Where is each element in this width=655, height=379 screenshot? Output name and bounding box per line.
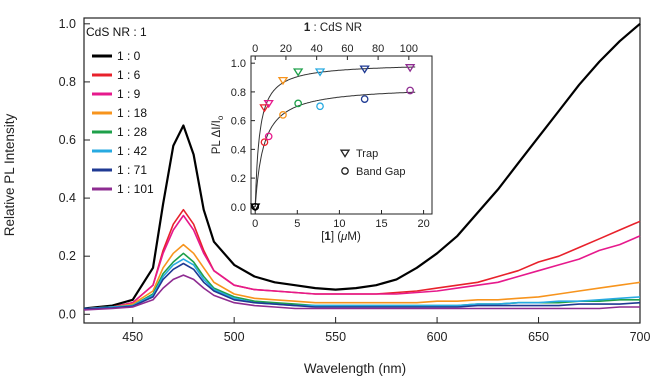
legend-title-text: CdS NR : 1 [86, 25, 147, 39]
inset-point-trap [292, 68, 304, 77]
inset-y-title-sub: o [216, 115, 225, 120]
series-line-1-42 [83, 258, 641, 310]
inset-point-band-gap [260, 138, 269, 147]
inset-y-tick-label: 0.4 [231, 144, 246, 156]
inset-y-title-main: PL ΔI/I [211, 120, 223, 154]
inset-top-axis-title: 1 : CdS NR [304, 22, 362, 34]
inset-x-tick-label: 20 [417, 218, 429, 230]
inset-plot-frame [250, 55, 433, 215]
legend: CdS NR : 1 1 : 0 1 : 6 1 : 9 1 : 18 1 : 28 1 … [86, 25, 154, 196]
inset-x-tick-label: 0 [252, 218, 258, 230]
inset-point-trap [277, 76, 289, 86]
inset-top-axis-title-rest: : CdS NR [310, 22, 362, 34]
main-x-tick-label: 600 [427, 330, 448, 344]
inset-x-axis-title: [1] (μM) [321, 231, 361, 243]
main-y-tick-label: 0.6 [59, 133, 76, 147]
inset-y-tick-label: 0.8 [231, 87, 246, 99]
inset-point-band-gap [316, 102, 324, 111]
inset-x-title-prefix: [ [321, 231, 325, 243]
inset-band-gap-fit [254, 91, 416, 207]
inset-fit-curves [254, 66, 416, 207]
inset-trap-fit [254, 66, 416, 207]
main-y-tick-label: 0.4 [59, 191, 76, 205]
inset-x-tick-label: 15 [375, 218, 387, 230]
inset-top-tick-label: 60 [341, 43, 353, 55]
main-plot-frame [83, 17, 641, 324]
inset-point-band-gap [294, 99, 302, 108]
main-y-tick-label: 1.0 [59, 17, 76, 31]
inset-point-trap [314, 68, 326, 77]
series-line-1-9 [83, 214, 641, 310]
legend-label-1-28: 1 : 28 [117, 125, 147, 139]
inset-y-tick-label: 1.0 [231, 58, 246, 70]
inset-axis-ticks: 0 5 10 15 20 0.0 0.2 0.4 0.6 0.8 1.0 0 20 40 60 80 100 [231, 43, 430, 230]
inset-y-axis-title: PL ΔI/Io [211, 115, 225, 154]
inset-point-band-gap [264, 132, 273, 141]
inset-data-points [250, 64, 416, 212]
inset-y-tick-label: 0.6 [231, 116, 246, 128]
legend-label-1-71: 1 : 71 [117, 163, 147, 177]
series-line-1-101 [83, 274, 640, 311]
main-x-tick-label: 700 [630, 330, 651, 344]
inset-legend-marker-trap [339, 149, 351, 158]
inset-top-tick-label: 20 [280, 43, 292, 55]
series-line-1-0 [83, 22, 641, 310]
inset-legend: Trap Band Gap [339, 148, 406, 178]
main-series-lines [83, 22, 641, 311]
inset-point-band-gap [279, 111, 287, 119]
main-x-tick-label: 550 [325, 330, 346, 344]
inset-x-title-bold: 1 [324, 231, 331, 243]
inset-x-title-unit-rest: M) [347, 231, 361, 243]
legend-title: CdS NR : 1 [86, 25, 147, 39]
inset-legend-label-band-gap: Band Gap [356, 166, 406, 178]
main-x-tick-label: 500 [224, 330, 245, 344]
inset-top-tick-label: 40 [311, 43, 323, 55]
legend-label-1-101: 1 : 101 [117, 182, 154, 196]
inset-point-band-gap [406, 86, 414, 95]
main-y-axis-title: Relative PL Intensity [2, 113, 17, 236]
inset-x-title-unit-greek: μ [340, 231, 348, 243]
inset-top-tick-label: 100 [400, 43, 418, 55]
series-line-1-18 [83, 243, 641, 310]
inset-x-tick-label: 10 [333, 218, 345, 230]
inset-top-tick-label: 0 [252, 43, 258, 55]
main-y-tick-label: 0.2 [59, 249, 76, 263]
main-x-tick-label: 450 [122, 330, 143, 344]
main-x-tick-label: 650 [528, 330, 549, 344]
legend-label-1-0: 1 : 0 [117, 49, 141, 63]
legend-label-1-42: 1 : 42 [117, 144, 147, 158]
inset-legend-marker-band-gap [341, 167, 349, 175]
inset-point-trap [259, 104, 270, 113]
inset-y-tick-label: 0.2 [231, 173, 246, 185]
inset-legend-label-trap: Trap [356, 148, 378, 160]
legend-label-1-6: 1 : 6 [117, 68, 141, 82]
main-y-tick-label: 0.0 [59, 307, 76, 321]
inset-point-trap [359, 65, 370, 74]
inset-point-trap [404, 64, 416, 73]
inset-x-tick-label: 5 [294, 218, 300, 230]
main-y-tick-label: 0.8 [59, 75, 76, 89]
inset-x-title-suffix: ] ( [331, 231, 341, 243]
main-x-axis-title: Wavelength (nm) [304, 361, 406, 376]
inset-point-trap [263, 99, 274, 109]
inset-top-tick-label: 80 [372, 43, 384, 55]
inset-point-band-gap [360, 95, 369, 103]
inset-y-tick-label: 0.0 [231, 202, 246, 214]
inset-top-axis-title-bold: 1 [304, 22, 311, 34]
inset-point-band-gap [251, 202, 260, 211]
legend-label-1-18: 1 : 18 [117, 106, 147, 120]
legend-label-1-9: 1 : 9 [117, 87, 141, 101]
series-line-1-71 [83, 262, 641, 310]
